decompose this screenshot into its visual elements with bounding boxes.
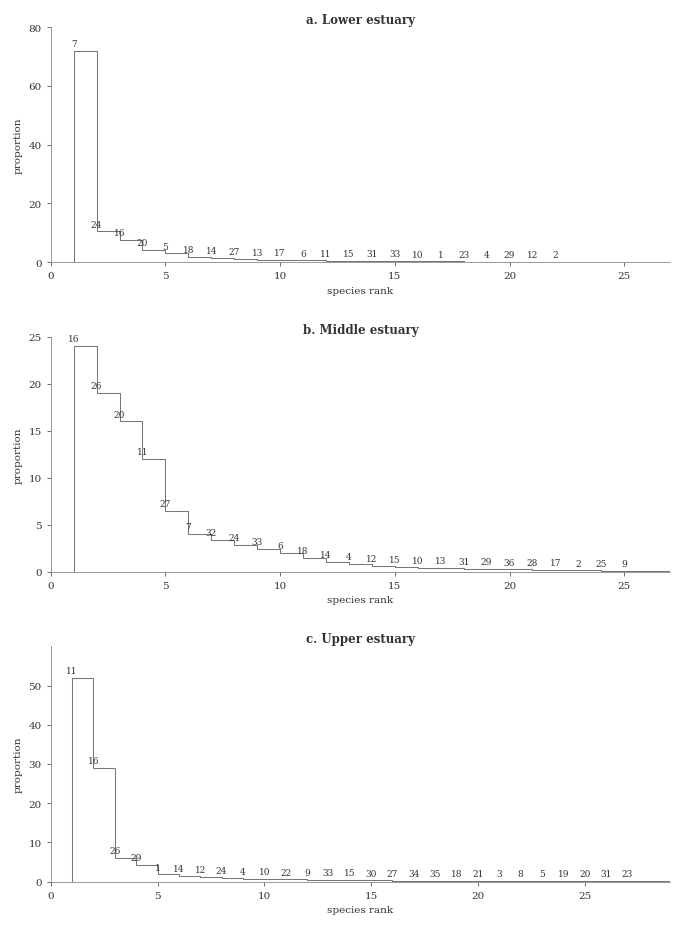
Text: 33: 33 xyxy=(323,869,334,877)
Text: 16: 16 xyxy=(88,756,99,766)
Y-axis label: proportion: proportion xyxy=(14,117,23,174)
Text: 11: 11 xyxy=(137,447,148,457)
Text: 27: 27 xyxy=(160,499,171,509)
Text: 7: 7 xyxy=(70,40,77,48)
Text: 20: 20 xyxy=(137,238,148,248)
Text: 25: 25 xyxy=(596,560,607,568)
Text: 30: 30 xyxy=(365,869,377,878)
Title: c. Upper estuary: c. Upper estuary xyxy=(306,633,415,646)
Text: 15: 15 xyxy=(344,869,356,878)
X-axis label: species rank: species rank xyxy=(328,596,393,605)
Text: 17: 17 xyxy=(274,249,286,258)
Text: 24: 24 xyxy=(91,220,103,229)
Text: 26: 26 xyxy=(109,846,120,856)
Text: 29: 29 xyxy=(481,558,492,567)
Text: 6: 6 xyxy=(277,542,283,550)
Text: 10: 10 xyxy=(259,868,270,876)
Text: 10: 10 xyxy=(412,556,423,565)
Text: 9: 9 xyxy=(621,560,627,568)
Text: 12: 12 xyxy=(527,251,538,260)
Text: 21: 21 xyxy=(472,870,484,878)
Text: 5: 5 xyxy=(163,242,168,251)
Title: b. Middle estuary: b. Middle estuary xyxy=(302,323,418,336)
Text: 2: 2 xyxy=(553,251,558,260)
Text: 9: 9 xyxy=(304,868,310,877)
Text: 24: 24 xyxy=(228,534,240,542)
Text: 33: 33 xyxy=(252,538,263,547)
Text: 18: 18 xyxy=(298,547,308,555)
Text: 31: 31 xyxy=(458,557,469,566)
Text: 29: 29 xyxy=(131,854,142,862)
Text: 31: 31 xyxy=(601,870,611,879)
Text: 4: 4 xyxy=(240,867,246,876)
Text: 23: 23 xyxy=(458,251,469,260)
Text: 35: 35 xyxy=(430,869,441,878)
Text: 13: 13 xyxy=(435,557,447,566)
Text: 4: 4 xyxy=(346,552,352,561)
Text: 13: 13 xyxy=(252,249,263,258)
Text: 16: 16 xyxy=(68,335,79,344)
Text: 15: 15 xyxy=(389,555,401,564)
Y-axis label: proportion: proportion xyxy=(14,736,23,793)
Text: 16: 16 xyxy=(114,229,125,238)
Y-axis label: proportion: proportion xyxy=(14,427,23,483)
Text: 8: 8 xyxy=(518,870,523,878)
Text: 4: 4 xyxy=(484,251,490,260)
Text: 22: 22 xyxy=(280,868,291,877)
Text: 20: 20 xyxy=(114,410,125,419)
Text: 36: 36 xyxy=(504,558,515,567)
X-axis label: species rank: species rank xyxy=(328,905,393,914)
Text: 14: 14 xyxy=(206,247,217,256)
Text: 29: 29 xyxy=(504,251,515,260)
Text: 27: 27 xyxy=(228,248,240,257)
Text: 11: 11 xyxy=(66,666,78,676)
Text: 10: 10 xyxy=(412,251,423,259)
X-axis label: species rank: species rank xyxy=(328,287,393,295)
Text: 15: 15 xyxy=(343,250,355,259)
Text: 23: 23 xyxy=(622,870,633,879)
Text: 1: 1 xyxy=(438,251,444,260)
Text: 5: 5 xyxy=(539,870,545,879)
Text: 7: 7 xyxy=(185,522,192,532)
Text: 11: 11 xyxy=(320,250,332,259)
Text: 27: 27 xyxy=(386,869,398,878)
Text: 24: 24 xyxy=(216,866,227,875)
Text: 14: 14 xyxy=(320,550,332,559)
Title: a. Lower estuary: a. Lower estuary xyxy=(306,14,415,27)
Text: 18: 18 xyxy=(183,246,194,255)
Text: 2: 2 xyxy=(575,559,581,568)
Text: 18: 18 xyxy=(451,870,462,878)
Text: 12: 12 xyxy=(366,554,378,563)
Text: 3: 3 xyxy=(497,870,502,878)
Text: 34: 34 xyxy=(408,869,419,878)
Text: 12: 12 xyxy=(194,866,206,874)
Text: 1: 1 xyxy=(155,863,160,871)
Text: 17: 17 xyxy=(550,559,561,568)
Text: 19: 19 xyxy=(557,870,569,879)
Text: 14: 14 xyxy=(173,864,185,873)
Text: 26: 26 xyxy=(91,382,103,391)
Text: 20: 20 xyxy=(579,870,590,879)
Text: 6: 6 xyxy=(300,250,306,258)
Text: 31: 31 xyxy=(366,250,378,259)
Text: 33: 33 xyxy=(389,251,400,259)
Text: 32: 32 xyxy=(206,528,217,537)
Text: 28: 28 xyxy=(527,559,538,567)
